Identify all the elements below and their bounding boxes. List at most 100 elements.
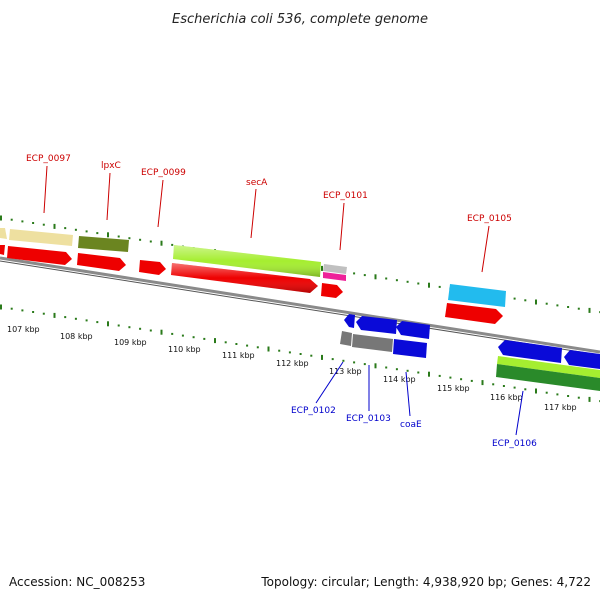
minor-tick	[545, 391, 548, 394]
cds-arrow-red[interactable]	[77, 253, 126, 271]
reverse-features	[340, 314, 600, 391]
minor-tick	[449, 376, 452, 379]
cds-arrow-blue[interactable]	[356, 316, 397, 334]
genome-summary-text: Topology: circular; Length: 4,938,920 bp…	[260, 575, 591, 589]
gene-block-lime[interactable]	[497, 356, 600, 378]
gloss-overlay	[171, 263, 318, 293]
major-tick	[588, 307, 591, 313]
minor-tick	[567, 395, 570, 397]
major-tick	[160, 329, 163, 335]
minor-tick	[85, 230, 88, 233]
cds-arrow-red[interactable]	[445, 303, 503, 324]
kbp-label: 112 kbp	[276, 359, 309, 368]
minor-tick	[235, 343, 238, 345]
cds-arrow-blue[interactable]	[564, 350, 600, 369]
minor-tick	[342, 359, 345, 362]
gene-label[interactable]: secA	[246, 178, 268, 188]
gene-block-yellow[interactable]	[9, 229, 73, 246]
cds-arrow-blue[interactable]	[344, 314, 355, 328]
minor-tick	[556, 304, 559, 307]
minor-tick	[299, 353, 302, 355]
gene-block-yellow[interactable]	[0, 228, 7, 239]
minor-tick	[128, 326, 131, 329]
minor-tick	[96, 321, 99, 324]
gene-label[interactable]: ECP_0106	[492, 439, 537, 449]
kbp-label: 114 kbp	[383, 375, 416, 384]
major-tick	[214, 338, 216, 344]
gene-label[interactable]: coaE	[400, 420, 422, 430]
major-tick	[535, 388, 537, 394]
kbp-label: 116 kbp	[490, 393, 523, 402]
minor-tick	[224, 341, 227, 344]
minor-tick	[117, 235, 120, 238]
minor-tick	[64, 316, 67, 319]
cds-arrow-red[interactable]	[0, 245, 5, 255]
tick-row-bottom	[0, 304, 600, 403]
gene-label[interactable]: ECP_0099	[141, 168, 186, 178]
kbp-label: 117 kbp	[544, 403, 577, 412]
minor-tick	[42, 223, 45, 226]
kbp-label: 115 kbp	[437, 384, 470, 393]
gene-label[interactable]: lpxC	[101, 161, 121, 171]
map-title: Escherichia coli 536, complete genome	[172, 12, 428, 27]
minor-tick	[203, 337, 206, 340]
cds-arrow-blue[interactable]	[396, 321, 430, 339]
major-tick	[374, 274, 377, 280]
minor-tick	[278, 349, 281, 352]
minor-tick	[417, 371, 420, 374]
gene-block-gray[interactable]	[352, 334, 393, 352]
kbp-label: 108 kbp	[60, 332, 93, 341]
minor-tick	[385, 277, 388, 280]
minor-tick	[438, 374, 441, 377]
minor-tick	[149, 240, 152, 243]
genome-backbone	[0, 256, 600, 354]
minor-tick	[556, 393, 559, 396]
minor-tick	[310, 354, 313, 357]
minor-tick	[96, 232, 99, 235]
minor-tick	[10, 307, 13, 310]
gene-block-green[interactable]	[496, 364, 600, 391]
gene-labels: ECP_0097 lpxC ECP_0099 secA ECP_0101 ECP…	[26, 154, 537, 449]
minor-tick	[331, 358, 334, 361]
cds-arrow-red[interactable]	[139, 260, 166, 275]
kbp-label: 107 kbp	[7, 325, 40, 334]
gene-block-cyan[interactable]	[448, 284, 506, 307]
cds-arrow-red[interactable]	[7, 246, 72, 265]
gene-label[interactable]: ECP_0105	[467, 214, 512, 224]
gene-block-pink[interactable]	[323, 272, 346, 281]
minor-tick	[353, 361, 356, 364]
minor-tick	[21, 309, 24, 312]
major-tick	[0, 304, 2, 310]
gene-block-gray[interactable]	[340, 331, 352, 346]
major-tick	[53, 223, 56, 229]
kbp-label: 109 kbp	[114, 338, 147, 347]
major-tick	[588, 396, 591, 402]
leader-line	[106, 172, 111, 221]
major-tick	[107, 232, 109, 238]
gene-label[interactable]: ECP_0097	[26, 154, 71, 164]
minor-tick	[149, 329, 152, 332]
minor-tick	[545, 302, 548, 305]
genome-backbone-shadow	[0, 260, 600, 356]
major-tick	[321, 265, 323, 271]
minor-tick	[363, 363, 366, 366]
gene-label[interactable]: ECP_0101	[323, 191, 368, 201]
minor-tick	[524, 388, 527, 391]
accession-text: Accession: NC_008253	[9, 575, 145, 589]
cds-arrow-blue[interactable]	[498, 340, 562, 363]
minor-tick	[117, 324, 120, 327]
gene-block-blue[interactable]	[393, 339, 427, 358]
kbp-label: 110 kbp	[168, 345, 201, 354]
gene-block-olive[interactable]	[78, 236, 129, 252]
minor-tick	[64, 227, 67, 230]
minor-tick	[385, 366, 388, 369]
minor-tick	[21, 220, 24, 223]
minor-tick	[417, 282, 420, 285]
cds-arrow-red[interactable]	[321, 283, 343, 298]
gene-label[interactable]: ECP_0103	[346, 414, 391, 424]
gene-label[interactable]: ECP_0102	[291, 406, 336, 416]
minor-tick	[181, 334, 184, 337]
gene-block-silver[interactable]	[323, 264, 347, 274]
leader-line	[339, 202, 345, 251]
